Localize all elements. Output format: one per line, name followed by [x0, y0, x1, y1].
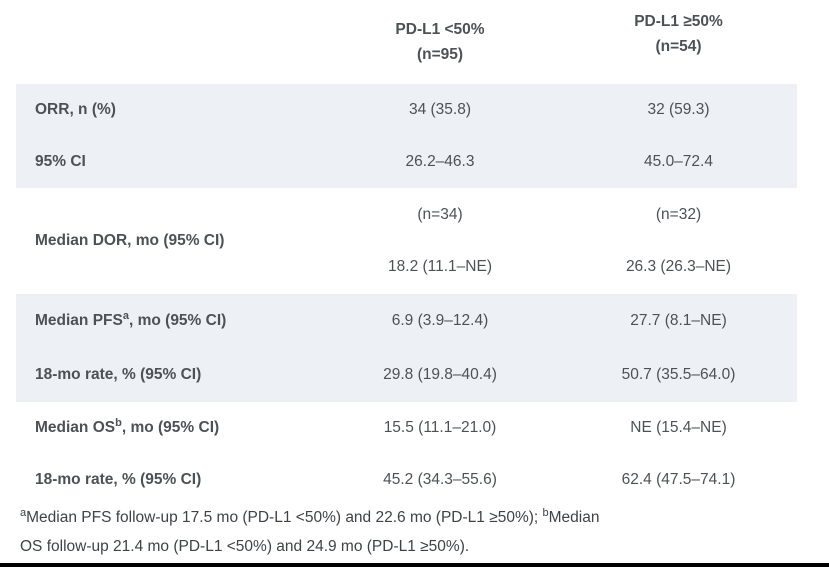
os-row-group: Median OSb, mo (95% CI) 15.5 (11.1–21.0)… — [16, 402, 797, 506]
footnote-text-os-word: Median — [548, 509, 600, 526]
pfs-label-suffix: , mo (95% CI) — [128, 312, 227, 329]
column-header-pdl1-low-n: (n=95) — [416, 46, 464, 63]
dor-n-pdl1-high: (n=32) — [655, 206, 702, 223]
table-row-median-os: Median OSb, mo (95% CI) 15.5 (11.1–21.0)… — [16, 402, 797, 454]
os-18mo-value-pdl1-high: 62.4 (47.5–74.1) — [621, 471, 736, 488]
orr-value-pdl1-high: 32 (59.3) — [647, 101, 710, 118]
row-label-orr: ORR, n (%) — [35, 101, 116, 118]
row-label-median-os: Median OSb, mo (95% CI) — [16, 416, 320, 437]
pfs-18mo-value-pdl1-high: 50.7 (35.5–64.0) — [621, 366, 736, 383]
dor-cell-pdl1-low: (n=34) 18.2 (11.1–NE) — [320, 188, 560, 294]
table-row-pfs-18mo-rate: 18-mo rate, % (95% CI) 29.8 (19.8–40.4) … — [16, 348, 797, 402]
dor-value-pdl1-high: 26.3 (26.3–NE) — [625, 258, 732, 275]
row-label-os-18mo-rate: 18-mo rate, % (95% CI) — [35, 471, 202, 488]
column-header-pdl1-low: PD-L1 <50% (n=95) — [320, 17, 560, 67]
row-label-median-pfs: Median PFSa, mo (95% CI) — [16, 309, 320, 330]
os-footnote-marker: b — [115, 416, 122, 429]
row-label-median-dor: Median DOR, mo (95% CI) — [35, 232, 225, 249]
pfs-value-pdl1-low: 6.9 (3.9–12.4) — [391, 312, 489, 329]
table-row-os-18mo-rate: 18-mo rate, % (95% CI) 45.2 (34.3–55.6) … — [16, 454, 797, 506]
pfs-label-text: Median PFS — [35, 312, 123, 329]
footnote-text-os: OS follow-up 21.4 mo (PD-L1 <50%) and 24… — [20, 538, 470, 555]
footnote-marker-b: b — [542, 506, 549, 519]
bottom-border-line — [0, 563, 829, 567]
table-row-median-dor: Median DOR, mo (95% CI) (n=34) 18.2 (11.… — [16, 188, 797, 294]
pfs-footnote-marker: a — [122, 309, 129, 322]
os-label-text: Median OS — [35, 419, 116, 436]
column-header-pdl1-high: PD-L1 ≥50% (n=54) — [560, 9, 797, 59]
table-footnote: aMedian PFS follow-up 17.5 mo (PD-L1 <50… — [20, 503, 800, 561]
column-header-pdl1-low-title: PD-L1 <50% — [395, 21, 485, 38]
os-18mo-value-pdl1-low: 45.2 (34.3–55.6) — [383, 471, 497, 488]
efficacy-results-table: PD-L1 <50% (n=95) PD-L1 ≥50% (n=54) ORR,… — [16, 0, 797, 506]
pfs-row-group: Median PFSa, mo (95% CI) 6.9 (3.9–12.4) … — [16, 294, 797, 402]
os-value-pdl1-high: NE (15.4–NE) — [630, 419, 727, 436]
footnote-text-pfs: Median PFS follow-up 17.5 mo (PD-L1 <50%… — [26, 509, 543, 526]
dor-n-pdl1-low: (n=34) — [417, 206, 463, 223]
os-value-pdl1-low: 15.5 (11.1–21.0) — [383, 419, 497, 436]
ci-value-pdl1-high: 45.0–72.4 — [644, 153, 713, 170]
os-label-suffix: , mo (95% CI) — [121, 419, 220, 436]
pfs-18mo-value-pdl1-low: 29.8 (19.8–40.4) — [383, 366, 497, 383]
dor-value-pdl1-low: 18.2 (11.1–NE) — [388, 258, 492, 275]
pfs-value-pdl1-high: 27.7 (8.1–NE) — [630, 312, 727, 329]
column-header-pdl1-high-title: PD-L1 ≥50% — [634, 13, 723, 30]
table-header-row: PD-L1 <50% (n=95) PD-L1 ≥50% (n=54) — [16, 0, 797, 84]
orr-value-pdl1-low: 34 (35.8) — [408, 101, 472, 118]
dor-row-group: Median DOR, mo (95% CI) (n=34) 18.2 (11.… — [16, 188, 797, 294]
dor-cell-pdl1-high: (n=32) 26.3 (26.3–NE) — [560, 188, 797, 294]
table-row-95ci: 95% CI 26.2–46.3 45.0–72.4 — [16, 136, 797, 188]
ci-value-pdl1-low: 26.2–46.3 — [405, 153, 475, 170]
table-row-orr: ORR, n (%) 34 (35.8) 32 (59.3) — [16, 84, 797, 136]
column-header-pdl1-high-n: (n=54) — [655, 38, 702, 55]
footnote-marker-a: a — [20, 506, 27, 519]
orr-row-group: ORR, n (%) 34 (35.8) 32 (59.3) 95% CI 26… — [16, 84, 797, 188]
row-label-95ci: 95% CI — [35, 153, 86, 170]
row-label-pfs-18mo-rate: 18-mo rate, % (95% CI) — [35, 366, 202, 383]
table-row-median-pfs: Median PFSa, mo (95% CI) 6.9 (3.9–12.4) … — [16, 294, 797, 348]
